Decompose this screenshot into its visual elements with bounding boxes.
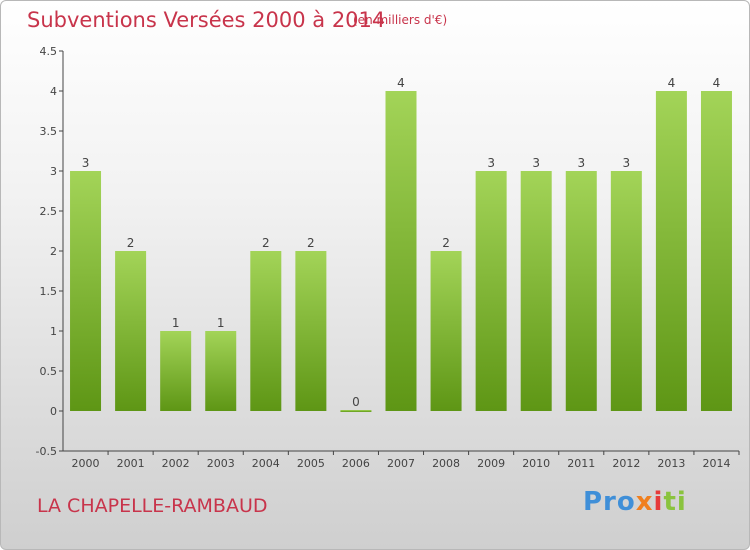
data-label-2012: 3 [623,156,631,170]
y-tick-label: 1 [50,325,57,338]
data-label-2013: 4 [668,76,676,90]
bar-2003 [205,331,237,411]
x-tick-label: 2009 [477,457,505,470]
y-tick-label: -0.5 [36,445,57,458]
x-tick-label: 2003 [207,457,235,470]
logo-part: i [653,487,664,517]
bar-2007 [385,91,417,411]
y-tick-label: 2.5 [40,205,58,218]
data-label-2007: 4 [397,76,405,90]
x-tick-label: 2008 [432,457,460,470]
bar-2013 [655,91,687,411]
y-tick-label: 0 [50,405,57,418]
bar-2001 [115,251,147,411]
bar-2005 [295,251,327,411]
x-tick-label: 2000 [72,457,100,470]
bar-2008 [430,251,462,411]
data-label-2004: 2 [262,236,270,250]
y-tick-label: 1.5 [40,285,58,298]
x-tick-label: 2005 [297,457,325,470]
x-tick-label: 2011 [567,457,595,470]
data-label-2005: 2 [307,236,315,250]
logo-part: Pro [583,487,636,517]
y-tick-label: 3 [50,165,57,178]
y-tick-label: 2 [50,245,57,258]
data-label-2006: 0 [352,395,360,409]
bar-2004 [250,251,282,411]
data-label-2009: 3 [487,156,495,170]
x-tick-label: 2014 [702,457,730,470]
commune-name: LA CHAPELLE-RAMBAUD [37,495,268,517]
bar-2014 [700,91,732,411]
x-tick-label: 2001 [117,457,145,470]
x-tick-label: 2013 [657,457,685,470]
data-label-2001: 2 [127,236,135,250]
y-tick-label: 4 [50,85,57,98]
data-label-2010: 3 [532,156,540,170]
logo-part: x [635,487,654,517]
x-tick-label: 2012 [612,457,640,470]
proxiti-logo: Proxiti [583,487,687,517]
y-tick-label: 4.5 [40,45,58,58]
axes: -0.5 0 0.5 1 1.5 2 2.5 3 3.5 4 4.5 2000 2001 2002 2003… [36,45,740,470]
bar-2011 [565,171,597,411]
data-label-2003: 1 [217,316,225,330]
x-tick-label: 2010 [522,457,550,470]
data-label-2014: 4 [713,76,721,90]
data-label-2008: 2 [442,236,450,250]
logo-part: ti [663,487,687,517]
bar-2010 [520,171,552,411]
data-label-2002: 1 [172,316,180,330]
y-tick-label: 3.5 [40,125,58,138]
bar-2009 [475,171,507,411]
bar-2006 [340,410,372,412]
x-tick-label: 2004 [252,457,280,470]
bars [70,91,732,412]
bar-2012 [610,171,642,411]
x-tick-label: 2007 [387,457,415,470]
bar-2000 [70,171,102,411]
y-tick-label: 0.5 [40,365,58,378]
data-labels: 3 2 1 1 2 2 0 4 2 3 3 3 3 4 4 [82,76,721,409]
data-label-2011: 3 [577,156,585,170]
x-tick-label: 2006 [342,457,370,470]
chart-unit: (en milliers d'€) [353,13,448,27]
data-label-2000: 3 [82,156,90,170]
bar-2002 [160,331,192,411]
chart-title: Subventions Versées 2000 à 2014 [27,8,386,32]
x-tick-label: 2002 [162,457,190,470]
